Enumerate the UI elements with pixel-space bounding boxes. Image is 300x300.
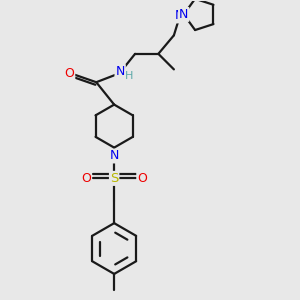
Text: N: N: [179, 8, 188, 21]
Text: N: N: [116, 65, 125, 78]
Text: S: S: [110, 172, 118, 185]
Text: N: N: [175, 9, 184, 22]
Text: O: O: [137, 172, 147, 185]
Text: O: O: [64, 67, 74, 80]
Text: N: N: [110, 149, 119, 163]
Text: H: H: [125, 70, 134, 81]
Text: O: O: [81, 172, 91, 185]
